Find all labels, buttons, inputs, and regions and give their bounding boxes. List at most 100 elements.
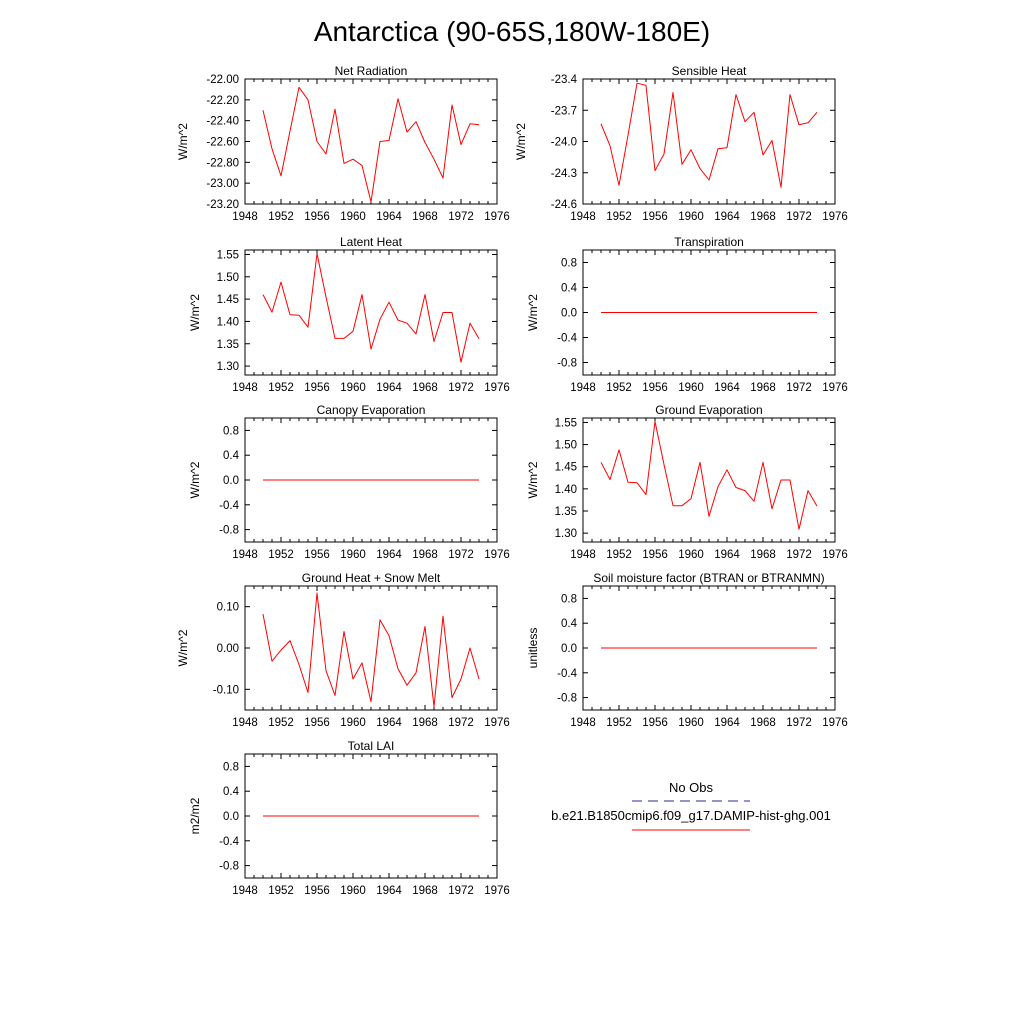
x-tick-label: 1968: [750, 382, 776, 394]
plot-frame: [244, 78, 498, 205]
x-tick-label: 1976: [484, 382, 510, 394]
x-tick-label: 1972: [786, 382, 812, 394]
x-tick-label: 1948: [570, 211, 596, 223]
y-axis-label: W/m^2: [188, 461, 202, 498]
y-tick-label: -0.8: [557, 693, 577, 705]
y-tick-label: -0.4: [557, 668, 577, 680]
y-tick-label: -0.10: [213, 684, 239, 696]
y-tick-label: 0.0: [561, 308, 577, 320]
y-tick-label: 0.0: [561, 643, 577, 655]
x-tick-label: 1960: [678, 211, 704, 223]
plot-frame: [582, 417, 836, 543]
x-tick-label: 1960: [340, 717, 366, 729]
y-tick-label: 1.30: [555, 528, 577, 540]
x-tick-label: 1976: [822, 211, 848, 223]
panel-canopy-evaporation: Canopy Evaporation 1948 1952 1956 1960 1964 19…: [188, 403, 510, 561]
y-tick-label: 1.30: [217, 361, 239, 373]
x-tick-label: 1952: [268, 382, 294, 394]
y-tick-label: 1.40: [217, 316, 239, 328]
y-tick-label: -24.0: [551, 137, 577, 149]
y-tick-label: 0.8: [223, 761, 239, 773]
y-tick-label: -24.6: [551, 199, 577, 211]
x-tick-label: 1964: [714, 549, 740, 561]
series-line: [262, 86, 480, 203]
x-tick-label: 1960: [678, 717, 704, 729]
x-tick-label: 1952: [268, 549, 294, 561]
x-tick-label: 1948: [570, 549, 596, 561]
x-tick-label: 1956: [642, 717, 668, 729]
legend-label-obs: No Obs: [669, 780, 714, 795]
plot-frame: [244, 249, 498, 376]
panel-title: Transpiration: [674, 235, 744, 249]
x-tick-label: 1948: [232, 549, 258, 561]
x-tick-label: 1964: [376, 549, 402, 561]
x-tick-label: 1972: [448, 885, 474, 897]
panel-title: Net Radiation: [335, 64, 408, 78]
x-tick-label: 1956: [642, 211, 668, 223]
x-tick-label: 1968: [412, 382, 438, 394]
y-tick-label: -0.8: [557, 358, 577, 370]
y-tick-label: 1.45: [555, 462, 577, 474]
x-tick-label: 1976: [484, 717, 510, 729]
x-tick-label: 1952: [268, 885, 294, 897]
y-tick-label: -0.8: [219, 525, 239, 537]
y-tick-label: 0.8: [561, 593, 577, 605]
panel-ground-evaporation: Ground Evaporation 1948 1952 1956 1960 1964 19…: [526, 403, 848, 561]
y-axis-label: W/m^2: [176, 123, 190, 160]
x-tick-label: 1976: [484, 549, 510, 561]
y-tick-label: 1.55: [217, 249, 239, 261]
x-tick-label: 1948: [570, 717, 596, 729]
legend: No Obs b.e21.B1850cmip6.f09_g17.DAMIP-hi…: [551, 780, 831, 831]
x-tick-label: 1948: [570, 382, 596, 394]
x-tick-label: 1952: [606, 382, 632, 394]
x-tick-label: 1956: [304, 549, 330, 561]
y-tick-label: -23.4: [551, 74, 578, 86]
x-tick-label: 1960: [340, 382, 366, 394]
panel-sensible-heat: Sensible Heat 1948 1952 1956 1960 1964 1968 197…: [514, 64, 848, 223]
panel-latent-heat: Latent Heat 1948 1952 1956 1960 1964 1968 1972 1…: [188, 235, 510, 394]
x-tick-label: 1972: [448, 211, 474, 223]
x-tick-label: 1952: [268, 717, 294, 729]
panels: Net Radiation 1948 1952 1956 1960 1964 1968 197…: [176, 64, 848, 897]
x-tick-label: 1960: [340, 211, 366, 223]
x-tick-label: 1972: [448, 382, 474, 394]
y-tick-label: 1.40: [555, 484, 577, 496]
figure-title: Antarctica (90-65S,180W-180E): [314, 16, 710, 47]
y-tick-label: 0.0: [223, 811, 239, 823]
y-tick-label: 1.45: [217, 294, 239, 306]
panel-title: Soil moisture factor (BTRAN or BTRANMN): [593, 571, 824, 585]
x-tick-label: 1952: [606, 549, 632, 561]
legend-label-model: b.e21.B1850cmip6.f09_g17.DAMIP-hist-ghg.…: [551, 808, 831, 823]
plot-frame: [582, 78, 836, 205]
y-tick-label: 1.50: [217, 272, 239, 284]
panel-title: Total LAI: [348, 739, 395, 753]
y-axis-label: W/m^2: [526, 461, 540, 498]
panel-ground-heat-snow-melt: Ground Heat + Snow Melt 1948 1952 1956 1960 1…: [176, 571, 510, 729]
y-axis-label: W/m^2: [514, 123, 528, 160]
x-tick-label: 1948: [232, 211, 258, 223]
y-axis-label: m2/m2: [188, 797, 202, 834]
y-tick-label: -22.00: [206, 74, 239, 86]
series-line: [600, 421, 818, 530]
x-tick-label: 1968: [412, 717, 438, 729]
x-tick-label: 1956: [642, 549, 668, 561]
x-tick-label: 1948: [232, 885, 258, 897]
panel-title: Canopy Evaporation: [317, 403, 426, 417]
x-tick-label: 1976: [822, 549, 848, 561]
y-axis-label: W/m^2: [176, 629, 190, 666]
x-tick-label: 1964: [376, 211, 402, 223]
x-tick-label: 1972: [786, 211, 812, 223]
x-tick-label: 1956: [304, 382, 330, 394]
y-tick-label: -0.4: [557, 333, 577, 345]
x-tick-label: 1976: [484, 211, 510, 223]
y-tick-label: -22.80: [206, 157, 239, 169]
x-tick-label: 1976: [822, 382, 848, 394]
x-tick-label: 1976: [484, 885, 510, 897]
x-tick-label: 1964: [376, 717, 402, 729]
x-tick-label: 1964: [376, 885, 402, 897]
y-axis-label: W/m^2: [188, 294, 202, 331]
y-tick-label: -22.60: [206, 137, 239, 149]
y-tick-label: 0.10: [217, 602, 239, 614]
y-tick-label: 1.35: [555, 506, 577, 518]
panel-total-lai: Total LAI 1948 1952 1956 1960 1964 1968 1972 197…: [188, 739, 510, 897]
